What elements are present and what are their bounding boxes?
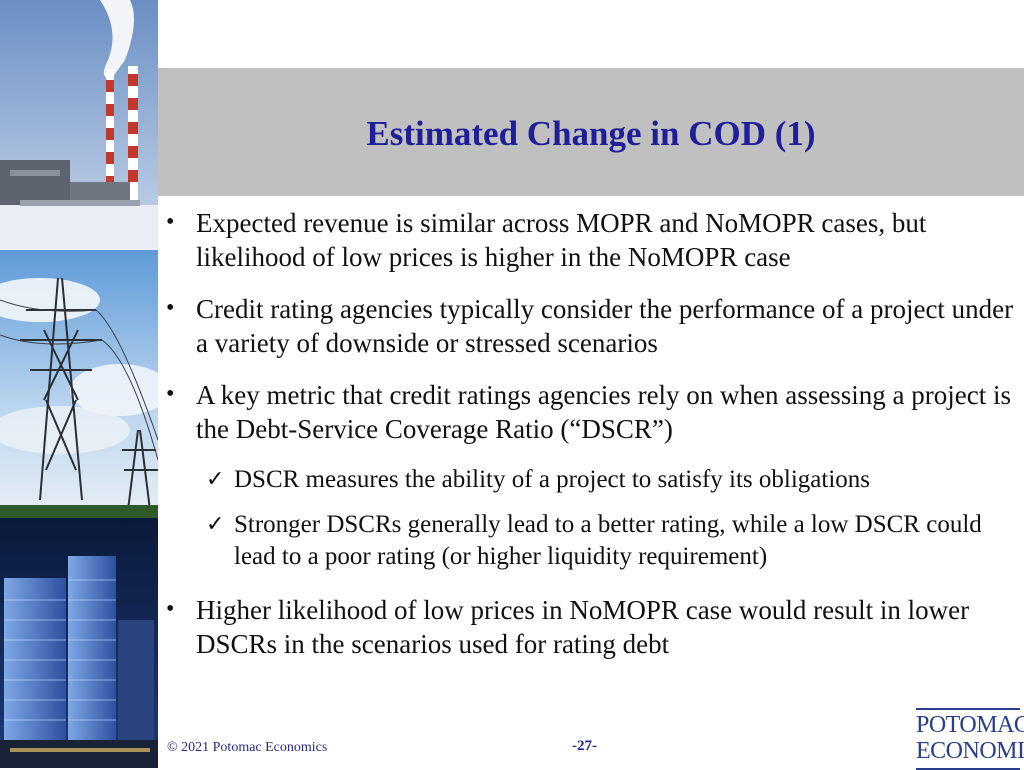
bullet-text: A key metric that credit ratings agencie… [196, 380, 1011, 444]
sub-bullet-item: ✓ Stronger DSCRs generally lead to a bet… [166, 509, 1016, 573]
copyright-footer: © 2021 Potomac Economics [167, 740, 328, 755]
page-number: -27- [572, 738, 597, 754]
potomac-economics-logo: POTOMAC ECONOMICS [916, 708, 1024, 770]
logo-line-1: POTOMAC [916, 712, 1024, 738]
city-skyline-image [0, 518, 158, 768]
bullet-marker: • [166, 596, 175, 622]
checkmark-icon: ✓ [206, 512, 225, 537]
slide-title: Estimated Change in COD (1) [366, 114, 816, 153]
bullet-marker: • [166, 295, 175, 321]
bullet-text: Higher likelihood of low prices in NoMOP… [196, 595, 970, 659]
bullet-text: Credit rating agencies typically conside… [196, 294, 1014, 358]
power-plant-image [0, 0, 158, 250]
bullet-item: • Higher likelihood of low prices in NoM… [166, 593, 1016, 661]
bullet-marker: • [166, 209, 175, 235]
bullet-item: • Credit rating agencies typically consi… [166, 292, 1016, 360]
bullet-item: • A key metric that credit ratings agenc… [166, 378, 1016, 446]
checkmark-icon: ✓ [206, 467, 225, 492]
sub-bullet-item: ✓ DSCR measures the ability of a project… [166, 464, 1016, 496]
sub-bullet-text: DSCR measures the ability of a project t… [234, 466, 871, 493]
slide-body: • Expected revenue is similar across MOP… [166, 206, 1016, 679]
bullet-marker: • [166, 381, 175, 407]
sub-bullet-text: Stronger DSCRs generally lead to a bette… [234, 511, 982, 570]
bullet-text: Expected revenue is similar across MOPR … [196, 208, 927, 272]
logo-line-2: ECONOMICS [916, 738, 1024, 764]
title-band: Estimated Change in COD (1) [158, 68, 1024, 196]
side-photo-strip [0, 0, 158, 768]
bullet-item: • Expected revenue is similar across MOP… [166, 206, 1016, 274]
transmission-tower-image [0, 250, 158, 518]
